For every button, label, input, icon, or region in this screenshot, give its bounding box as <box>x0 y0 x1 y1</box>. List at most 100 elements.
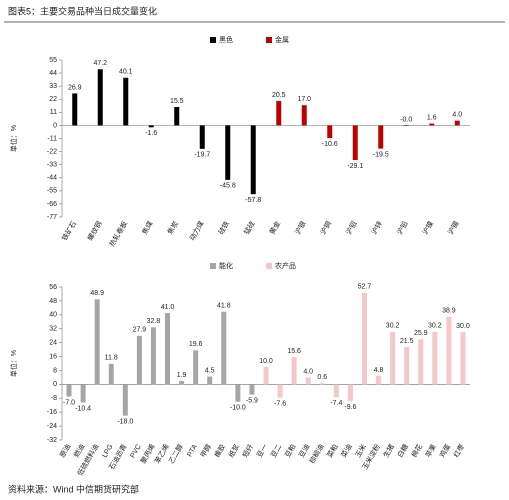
x-tick-label: 焦炭 <box>165 219 180 236</box>
y-tick-label: 22 <box>49 96 57 103</box>
y-tick-label: -8 <box>51 395 57 402</box>
value-label: -10.0 <box>230 405 246 412</box>
bar <box>108 363 114 385</box>
value-label: 52.7 <box>358 284 372 291</box>
x-tick-label: 原油 <box>58 442 73 459</box>
value-label: 26.9 <box>68 84 82 91</box>
y-tick-label: 16 <box>49 353 57 360</box>
x-tick-label: PTA <box>186 443 199 458</box>
y-tick-label: -44 <box>47 175 57 182</box>
bar <box>446 316 452 385</box>
value-label: 30.0 <box>456 323 470 330</box>
bar <box>333 384 339 398</box>
x-tick-label: 燃油 <box>72 442 87 459</box>
x-tick-label: 棉花 <box>409 442 424 459</box>
bar <box>319 383 325 385</box>
value-label: 11.8 <box>105 355 118 362</box>
value-label: 15.6 <box>287 348 301 355</box>
legend-label: 能化 <box>219 261 233 270</box>
x-tick-label: 豆二 <box>269 443 283 459</box>
bar <box>347 384 353 402</box>
value-label: -57.8 <box>245 197 261 204</box>
x-tick-label: 甲醇 <box>198 442 213 459</box>
x-tick-label: 沪镍 <box>420 219 435 236</box>
x-tick-label: 动力煤 <box>187 219 205 242</box>
value-label: -7.4 <box>330 400 342 407</box>
x-tick-label: 沪铅 <box>395 219 410 236</box>
value-label: 1.9 <box>177 372 187 379</box>
bar <box>291 357 297 385</box>
bar <box>403 125 409 127</box>
bar <box>136 335 142 385</box>
legend-swatch <box>266 263 272 269</box>
bar <box>460 332 466 385</box>
bar <box>122 384 128 416</box>
x-tick-label: 沪银 <box>293 219 308 236</box>
bar <box>165 313 171 385</box>
x-tick-label: 橡胶 <box>212 442 227 459</box>
x-tick-label: 沪铝 <box>344 219 359 236</box>
x-tick-label: 硅铁 <box>216 219 231 236</box>
x-tick-label: 沪铜 <box>318 219 333 236</box>
y-tick-label: 11 <box>50 109 57 116</box>
x-tick-label: 锰硅 <box>242 219 257 236</box>
value-label: 30.2 <box>428 323 442 330</box>
x-tick-label: 生猪 <box>381 442 396 459</box>
x-tick-label: 菜粕 <box>325 442 340 459</box>
bar <box>352 125 358 161</box>
legend-swatch <box>210 263 216 269</box>
y-tick-label: -33 <box>47 162 57 169</box>
y-tick-label: 44 <box>49 70 57 77</box>
x-tick-label: 螺纹钢 <box>85 219 103 242</box>
x-tick-label: 沪锌 <box>369 219 384 236</box>
bar <box>361 292 367 385</box>
value-label: 17.0 <box>297 96 311 103</box>
x-tick-label: 豆粕 <box>283 442 298 459</box>
value-label: 19.6 <box>189 341 203 348</box>
x-tick-label: PVC <box>129 443 142 459</box>
value-label: -10.6 <box>322 141 338 148</box>
bar <box>276 101 282 126</box>
bar <box>123 77 129 126</box>
x-tick-label: 豆一 <box>255 443 269 459</box>
y-tick-label: -32 <box>47 437 57 444</box>
legend-swatch <box>266 37 272 43</box>
y-tick-label: 48 <box>49 298 57 305</box>
x-tick-label: 玉米 <box>353 442 368 459</box>
y-tick-label: -55 <box>47 188 57 195</box>
value-label: -7.0 <box>63 399 75 406</box>
x-tick-label: 白糖 <box>395 442 410 459</box>
bar <box>249 384 255 395</box>
y-tick-label: 56 <box>49 284 57 291</box>
value-label: 40.1 <box>119 69 133 76</box>
bar <box>193 350 199 385</box>
bar <box>66 384 72 397</box>
bar <box>97 69 103 126</box>
value-label: -45.8 <box>220 183 236 190</box>
bar <box>174 106 180 126</box>
value-label: -19.7 <box>194 152 210 159</box>
bar <box>418 339 424 385</box>
value-label: 4.5 <box>205 367 215 374</box>
x-tick-label: 菜油 <box>339 442 354 459</box>
y-tick-label: 0 <box>53 381 57 388</box>
x-tick-label: 鸡蛋 <box>437 442 452 459</box>
legend-label: 金属 <box>275 35 289 44</box>
value-label: -9.6 <box>344 404 356 411</box>
y-tick-label: -11 <box>47 135 57 142</box>
bar <box>94 299 100 385</box>
legend-label: 黑色 <box>219 35 233 44</box>
legend-label: 农产品 <box>275 261 296 270</box>
bar <box>432 331 438 385</box>
bar <box>150 327 156 385</box>
bar <box>277 384 283 398</box>
value-label: 27.9 <box>133 327 147 334</box>
y-tick-label: -16 <box>47 409 57 416</box>
x-tick-label: 热轧卷板 <box>107 219 129 248</box>
value-label: 48.9 <box>90 290 104 297</box>
value-label: -29.1 <box>347 163 363 170</box>
value-label: 15.5 <box>170 98 184 105</box>
bar <box>454 120 460 126</box>
x-tick-label: 铁矿石 <box>60 219 78 242</box>
value-label: 32.8 <box>147 318 161 325</box>
